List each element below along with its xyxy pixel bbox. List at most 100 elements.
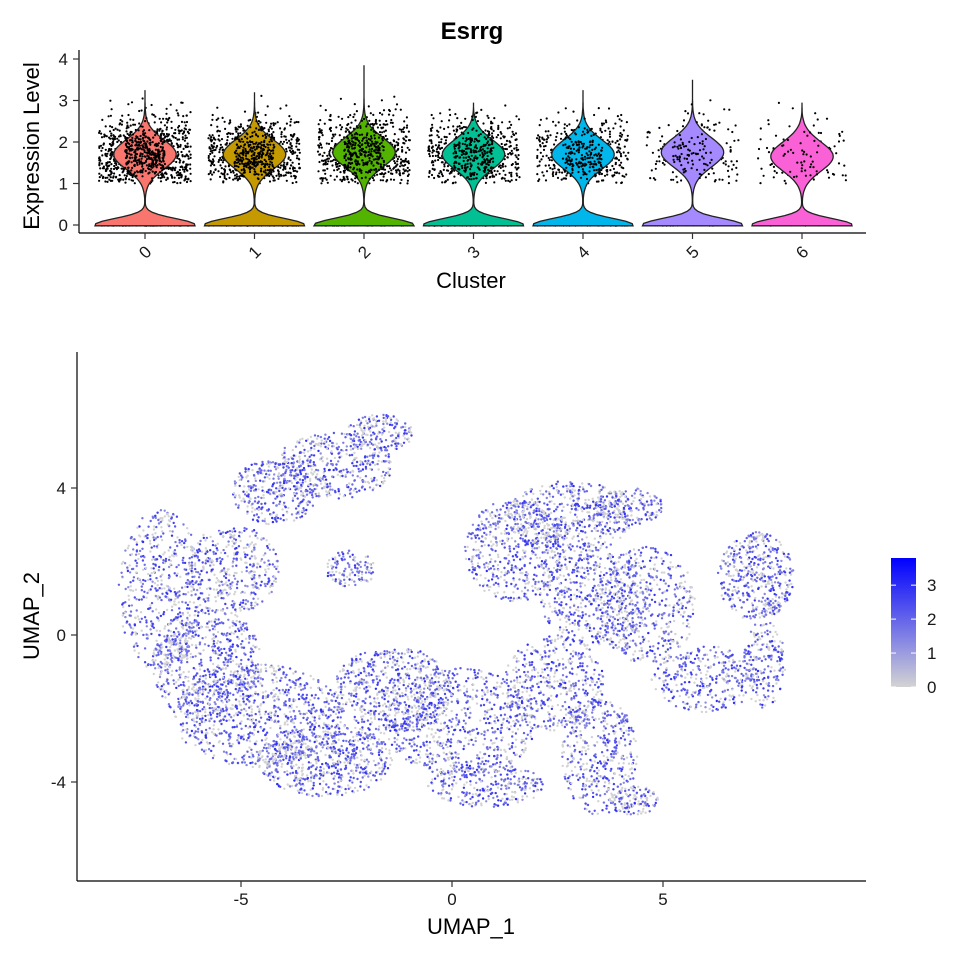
violin-point [396, 144, 399, 147]
violin-point [736, 173, 739, 176]
violin-point [608, 135, 612, 138]
violin-point [671, 171, 675, 174]
violin-point [117, 135, 121, 138]
violin-shapes [94, 65, 853, 227]
violin-point [508, 171, 511, 174]
violin-point [207, 137, 210, 140]
violin-point [606, 168, 609, 172]
violin-point [326, 181, 329, 184]
violin-point [404, 151, 408, 154]
violin-point [397, 138, 400, 141]
violin-point [111, 137, 114, 140]
violin-point [328, 152, 331, 156]
violin-point [280, 164, 283, 167]
violin-point [294, 175, 297, 178]
violin-point [178, 168, 181, 172]
violin-point [243, 110, 247, 113]
violin-point [290, 147, 293, 150]
violin-point [276, 121, 279, 124]
violin-point [180, 120, 184, 123]
violin-point [536, 154, 539, 158]
violin-point [464, 117, 467, 120]
violin-point [546, 134, 549, 137]
violin-point [231, 132, 234, 135]
violin-point [121, 171, 124, 174]
violin-point [837, 140, 841, 143]
violin-point [443, 127, 446, 130]
violin-point [550, 148, 553, 152]
violin-point [116, 166, 119, 169]
violin-point [616, 171, 619, 174]
violin-point [223, 168, 226, 171]
violin-point [393, 166, 396, 169]
violin-point [170, 142, 173, 145]
violin-point [493, 117, 496, 120]
violin-point [217, 134, 221, 137]
violin-point [185, 180, 189, 184]
violin-point [317, 123, 320, 126]
violin-point [548, 158, 551, 162]
violin-point [220, 158, 223, 162]
violin-point [98, 130, 101, 133]
violin-point [211, 118, 214, 121]
violin-point [295, 142, 298, 145]
violin-point [189, 145, 192, 148]
violin-point [504, 147, 507, 151]
violin-point [349, 114, 352, 117]
violin-point [623, 145, 626, 148]
violin-point [512, 133, 515, 136]
violin-point [292, 169, 295, 173]
violin-point [404, 139, 407, 142]
violin-point [547, 136, 550, 139]
violin-point [354, 119, 357, 122]
violin-point [430, 146, 433, 149]
violin-point [838, 134, 841, 137]
violin-point [451, 182, 454, 185]
violin-point [407, 130, 410, 133]
violin-point [219, 156, 222, 160]
violin-point [298, 166, 301, 169]
violin-point [223, 176, 226, 180]
violin-point [186, 154, 189, 157]
violin-point [759, 138, 762, 141]
violin-point [626, 158, 629, 161]
violin-point [343, 171, 346, 174]
violin-point [100, 132, 103, 135]
violin-point [500, 142, 503, 146]
violin-point [222, 159, 225, 162]
violin-point [184, 175, 187, 178]
violin-point [543, 138, 546, 141]
violin-point [317, 170, 320, 173]
violin-point [737, 139, 740, 142]
violin-point [288, 139, 291, 142]
violin-point [614, 157, 617, 160]
violin-point [172, 136, 175, 139]
violin-point [318, 153, 321, 156]
violin-point [557, 121, 560, 124]
violin-point [345, 175, 348, 178]
violin-point [109, 114, 112, 117]
violin-point [104, 125, 107, 128]
violin-point [399, 165, 402, 168]
violin-point [395, 141, 398, 144]
violin-point [556, 176, 560, 179]
violin-point [386, 165, 389, 168]
violin-point [442, 168, 445, 171]
violin-point [121, 120, 124, 123]
violin-point [734, 124, 737, 127]
violin-point [132, 118, 135, 121]
violin-point [98, 131, 101, 134]
violin-point [406, 174, 409, 178]
violin-point [120, 167, 123, 170]
violin-point [165, 128, 168, 131]
violin-point [289, 120, 292, 123]
violin-point [111, 153, 114, 156]
violin-point [122, 168, 125, 171]
violin-point [538, 124, 541, 127]
violin-point [165, 132, 168, 136]
violin-point [229, 121, 232, 124]
violin-point [284, 174, 287, 177]
violin-point [718, 178, 721, 181]
violin-point [260, 94, 263, 97]
violin-point [109, 157, 112, 161]
